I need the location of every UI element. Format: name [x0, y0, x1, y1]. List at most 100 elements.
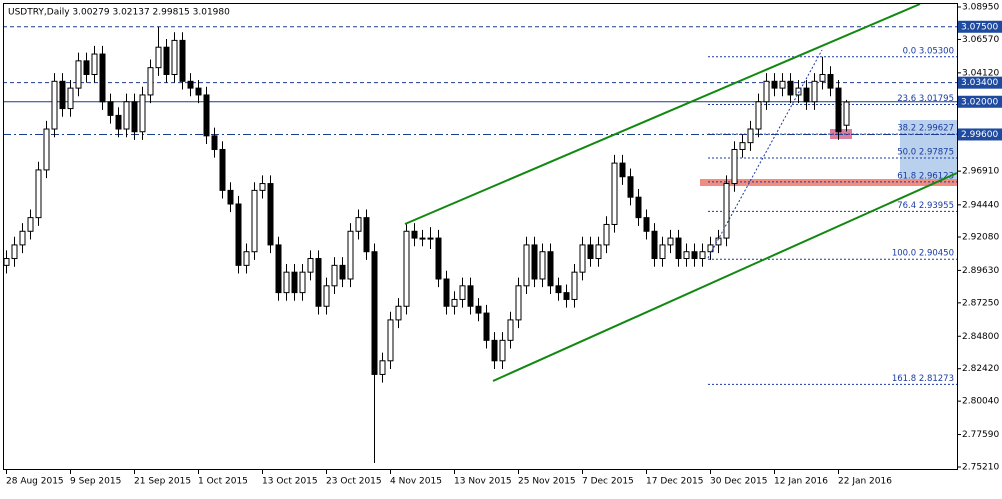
candle-body [395, 305, 402, 321]
y-tick-label: 2.80040 [962, 397, 999, 407]
candle-body [67, 87, 74, 110]
y-tick-label: 3.08950 [962, 3, 999, 13]
candle-body [587, 244, 594, 260]
candle-body [675, 237, 682, 260]
y-tick-label: 3.04120 [962, 68, 999, 78]
candle-body [451, 298, 458, 307]
x-tick-label: 7 Dec 2015 [582, 477, 634, 487]
candle-body [491, 339, 498, 362]
x-tick-label: 21 Sep 2015 [134, 477, 191, 487]
candle-body [531, 244, 538, 280]
candle-body [747, 128, 754, 144]
candle-body [667, 237, 674, 246]
candle-body [19, 230, 26, 246]
candle-body [323, 285, 330, 307]
candle-body [259, 183, 266, 191]
y-tick-label: 2.87250 [962, 298, 999, 308]
candle-body [715, 237, 722, 246]
candle-body [699, 251, 706, 260]
candle-body [627, 176, 634, 198]
candle-body [819, 73, 826, 82]
candle-body [363, 217, 370, 253]
candle-body [299, 271, 306, 294]
candle-body [835, 87, 842, 133]
fib-trend [707, 49, 823, 259]
fib-label: 161.8 2.81273 [892, 374, 954, 384]
candle-body [187, 80, 194, 89]
candle-body [571, 271, 578, 300]
candle-body [547, 251, 554, 287]
candle-body [755, 101, 762, 130]
candle-body [603, 223, 610, 246]
candle-body [651, 230, 658, 260]
candle-body [803, 87, 810, 103]
candle-body [515, 285, 522, 321]
candle-body [59, 80, 66, 110]
y-tick-label: 2.96910 [962, 167, 999, 177]
candle-body [291, 271, 298, 294]
candle-body [611, 162, 618, 225]
level-label-box [958, 20, 1002, 33]
candle-body [683, 251, 690, 260]
candle-body [779, 80, 786, 89]
candle-body [579, 244, 586, 273]
x-tick-label: 30 Dec 2015 [710, 477, 768, 487]
candle-body [483, 312, 490, 341]
level-label-box [958, 95, 1002, 108]
candle-body [83, 60, 90, 75]
x-tick-label: 25 Nov 2015 [518, 477, 576, 487]
candle-body [219, 148, 226, 191]
fib-label: 38.2 2.99627 [897, 124, 954, 134]
y-tick-label: 2.94440 [962, 200, 999, 210]
candle-body [131, 101, 138, 133]
candle-body [203, 94, 210, 137]
candle-body [195, 87, 202, 96]
x-tick-label: 12 Jan 2016 [774, 477, 828, 487]
x-tick-label: 4 Nov 2015 [390, 477, 442, 487]
candle-body [123, 101, 130, 130]
candle-body [427, 237, 434, 240]
candle-body [843, 101, 850, 126]
candle-body [43, 128, 50, 171]
candle-body [635, 196, 642, 219]
candle-body [155, 46, 162, 69]
level-label: 2.99600 [961, 130, 998, 140]
candle-body [243, 251, 250, 266]
candle-body [275, 244, 282, 294]
candle-body [171, 39, 178, 75]
candle-body [11, 244, 18, 260]
candle-body [459, 285, 466, 300]
candle-body [499, 339, 506, 362]
x-tick-label: 22 Jan 2016 [838, 477, 892, 487]
x-tick-label: 17 Dec 2015 [646, 477, 704, 487]
candle-body [379, 360, 386, 375]
candle-body [163, 46, 170, 75]
candle-body [787, 80, 794, 96]
candle-body [99, 53, 106, 103]
candle-body [539, 251, 546, 280]
candle-body [147, 67, 154, 96]
y-tick-label: 2.84800 [962, 332, 999, 342]
levels-layer: 0.0 3.05300 23.6 3.01795 38.2 2.99627 50.0 … [3, 26, 957, 385]
y-tick-label: 2.77590 [962, 430, 999, 440]
candle-body [643, 217, 650, 232]
candle-body [595, 244, 602, 260]
x-tick-label: 13 Nov 2015 [454, 477, 512, 487]
candle-body [523, 244, 530, 287]
candle-body [307, 258, 314, 273]
x-tick-label: 1 Oct 2015 [198, 477, 248, 487]
candle-body [827, 73, 834, 89]
candle-body [739, 142, 746, 150]
candle-body [731, 148, 738, 185]
candle-body [795, 87, 802, 96]
y-tick-label: 2.82420 [962, 364, 999, 374]
y-tick-label: 2.75210 [962, 463, 999, 473]
candle-body [691, 251, 698, 260]
channel-lower [492, 172, 958, 382]
candle-body [115, 114, 122, 130]
candle-body [387, 319, 394, 362]
y-tick-label: 2.92080 [962, 233, 999, 243]
y-tick-label: 2.89630 [962, 266, 999, 276]
